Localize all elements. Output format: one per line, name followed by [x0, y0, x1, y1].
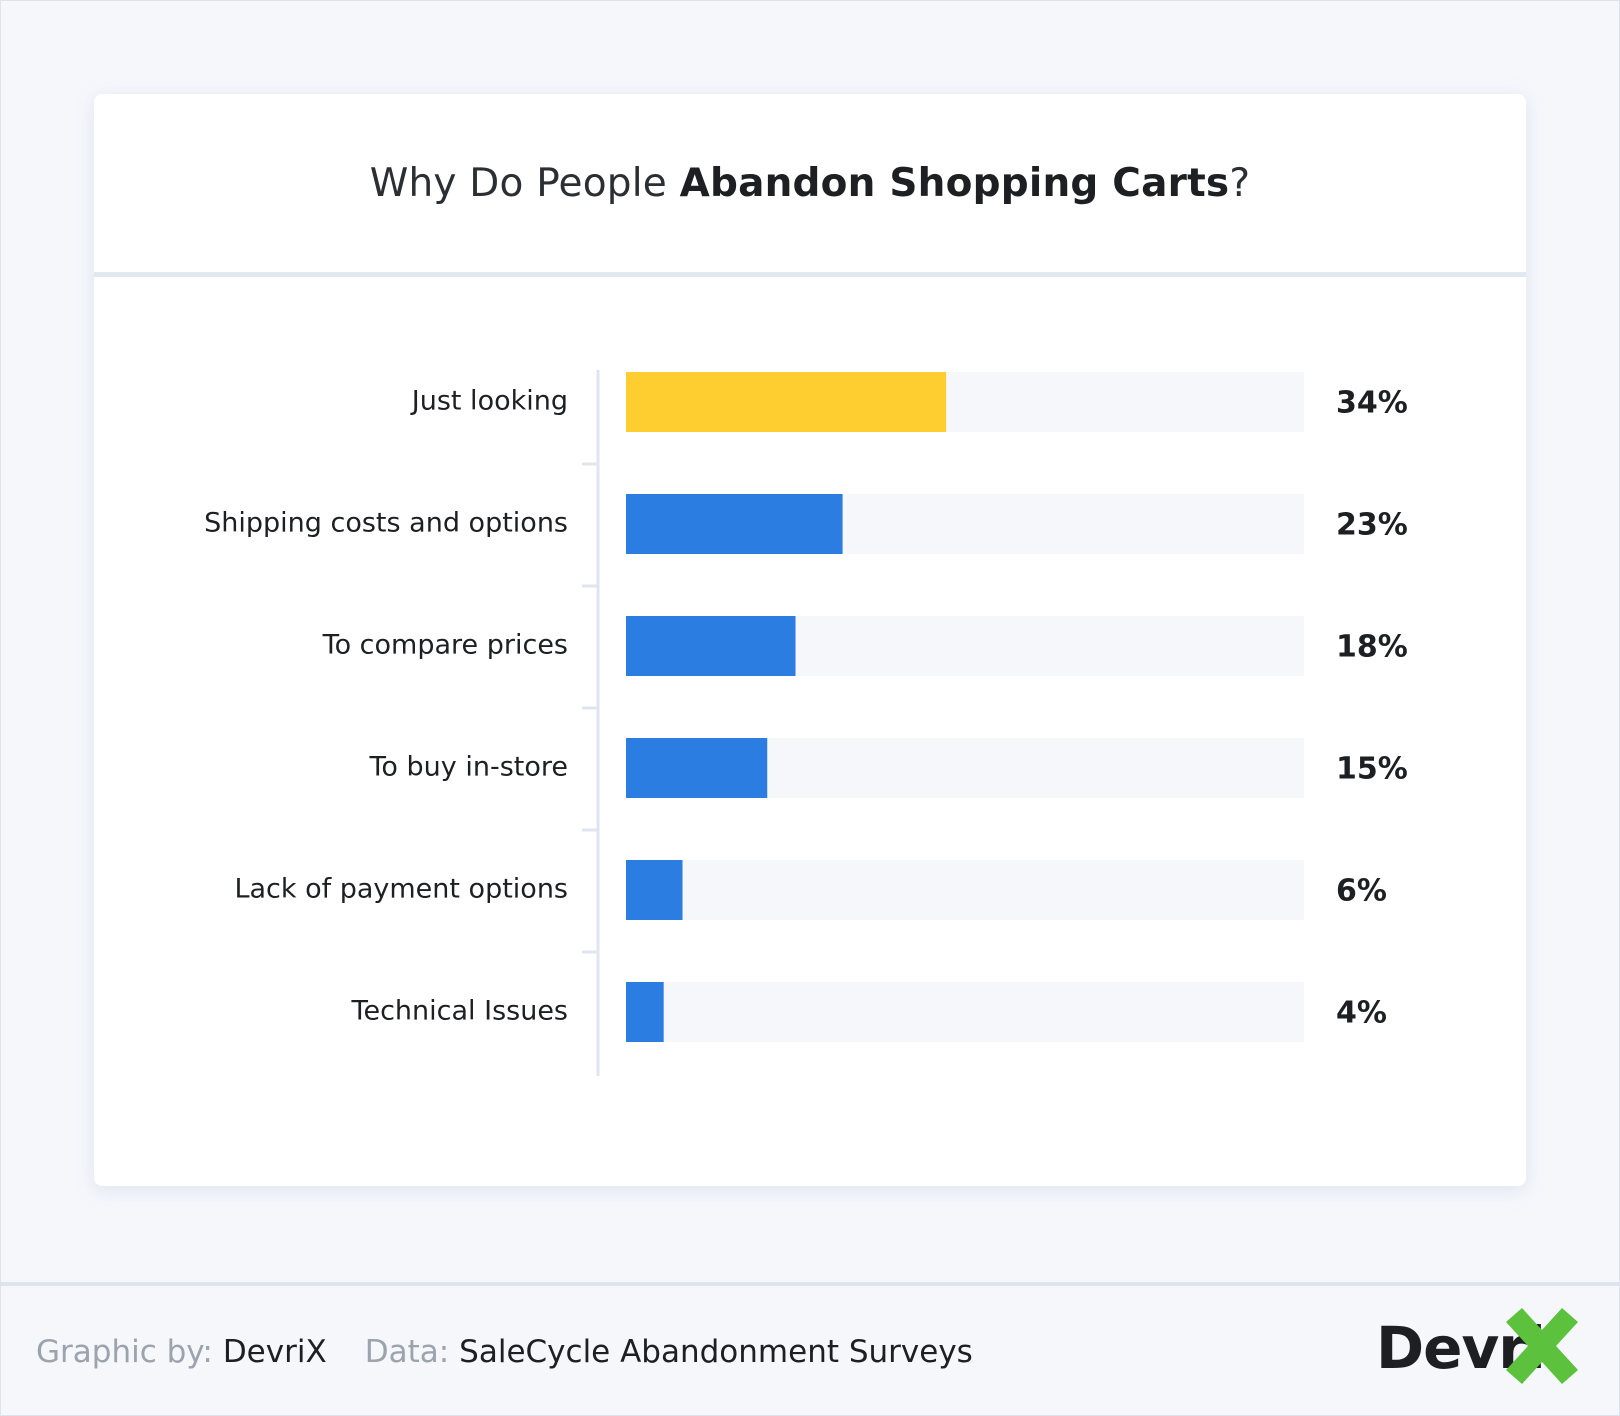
bar-value-label: 4% — [1336, 996, 1387, 1031]
graphic-by-label: Graphic by: — [36, 1334, 213, 1370]
bar — [626, 616, 796, 676]
devrix-logo: Devri — [1376, 1304, 1596, 1404]
category-label: Technical Issues — [351, 996, 568, 1027]
footer-credits: Graphic by: DevriX Data: SaleCycle Aband… — [36, 1328, 973, 1376]
data-source-value: SaleCycle Abandonment Surveys — [459, 1334, 973, 1370]
bar-value-label: 6% — [1336, 874, 1387, 909]
footer-divider — [0, 1282, 1620, 1286]
chart-title: Why Do People Abandon Shopping Carts? — [94, 94, 1526, 272]
bar — [626, 982, 664, 1042]
category-label: Just looking — [410, 386, 568, 417]
bar-value-label: 34% — [1336, 386, 1408, 421]
bar-track — [626, 982, 1304, 1042]
bar — [626, 372, 947, 432]
title-divider — [94, 272, 1526, 277]
chart-card: Why Do People Abandon Shopping Carts? Ju… — [94, 94, 1526, 1186]
category-label: Lack of payment options — [234, 874, 568, 905]
title-suffix: ? — [1229, 160, 1251, 206]
bar — [626, 860, 683, 920]
bar-chart: Just looking 34% Shipping costs and option… — [204, 370, 1408, 1076]
bar-track — [626, 860, 1304, 920]
x-mark-icon — [1506, 1308, 1578, 1384]
category-label: Shipping costs and options — [204, 508, 568, 539]
bar-value-label: 18% — [1336, 630, 1408, 665]
bar — [626, 494, 843, 554]
title-prefix: Why Do People — [369, 160, 680, 206]
bar-value-label: 23% — [1336, 508, 1408, 543]
bar — [626, 738, 768, 798]
data-source-label: Data: — [364, 1334, 450, 1370]
bar-value-label: 15% — [1336, 752, 1408, 787]
category-label: To buy in-store — [369, 752, 568, 783]
graphic-by-value: DevriX — [222, 1334, 327, 1370]
category-label: To compare prices — [322, 630, 568, 661]
title-emphasis: Abandon Shopping Carts — [679, 160, 1230, 206]
